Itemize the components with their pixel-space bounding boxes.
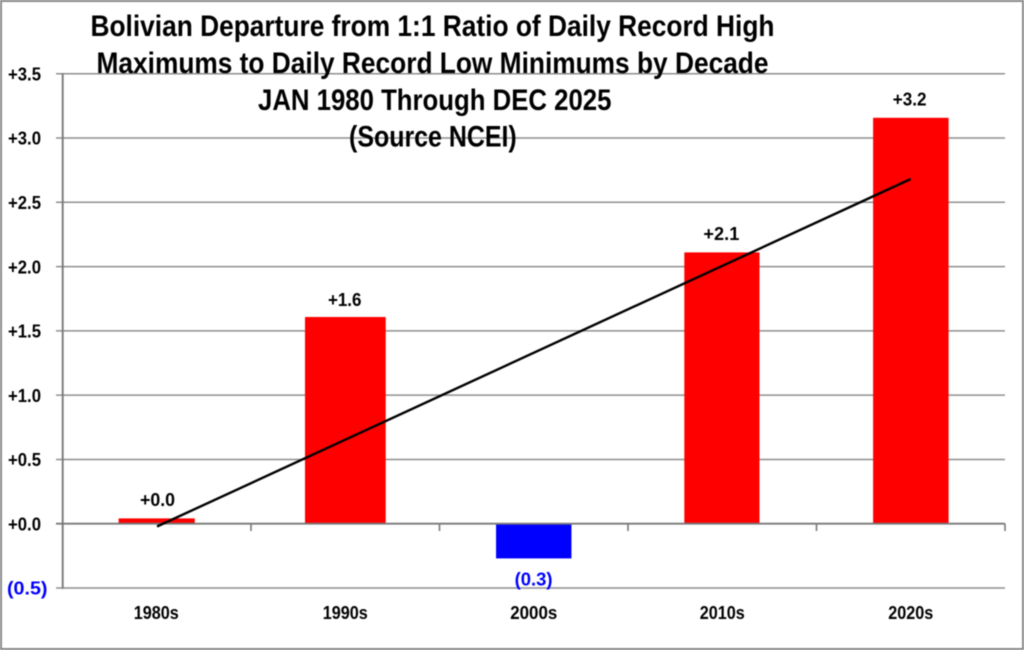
svg-text:+2.5: +2.5 — [8, 193, 41, 213]
svg-text:+2.0: +2.0 — [8, 257, 41, 277]
svg-text:+0.5: +0.5 — [8, 450, 41, 470]
svg-text:+1.0: +1.0 — [8, 386, 41, 406]
svg-text:(Source NCEI): (Source NCEI) — [349, 121, 517, 154]
svg-text:+3.5: +3.5 — [8, 64, 41, 84]
svg-text:2010s: 2010s — [700, 603, 745, 623]
svg-text:+1.5: +1.5 — [8, 322, 41, 342]
svg-text:+0.0: +0.0 — [8, 514, 41, 534]
svg-text:1990s: 1990s — [323, 603, 368, 623]
svg-text:Bolivian Departure from 1:1 Ra: Bolivian Departure from 1:1 Ratio of Dai… — [91, 10, 775, 43]
svg-text:(0.3): (0.3) — [515, 570, 553, 590]
svg-text:(0.5): (0.5) — [7, 579, 48, 599]
svg-text:+0.0: +0.0 — [140, 490, 175, 510]
svg-text:+3.2: +3.2 — [893, 90, 927, 110]
svg-text:JAN 1980 Through DEC 2025: JAN 1980 Through DEC 2025 — [258, 84, 611, 117]
svg-text:2020s: 2020s — [888, 603, 933, 623]
svg-text:1980s: 1980s — [134, 603, 179, 623]
svg-text:+3.0: +3.0 — [8, 129, 41, 149]
svg-text:+1.6: +1.6 — [328, 290, 362, 310]
svg-text:2000s: 2000s — [510, 603, 557, 623]
svg-text:Maximums to Daily Record Low M: Maximums to Daily Record Low Minimums by… — [97, 47, 769, 80]
svg-text:+2.1: +2.1 — [703, 224, 739, 244]
